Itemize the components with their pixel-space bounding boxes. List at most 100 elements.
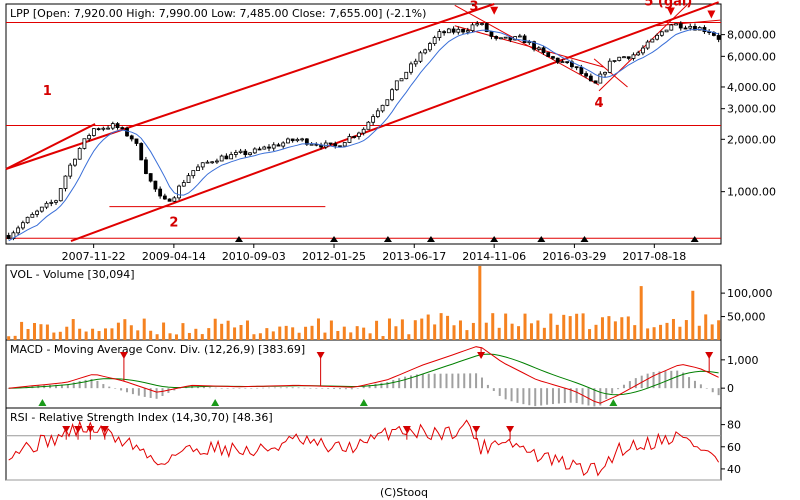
macd-buy-marker-icon (609, 399, 618, 406)
volume-bar (497, 327, 501, 340)
volume-bar (220, 323, 224, 340)
macd-title: MACD - Moving Average Conv. Div. (12,26,… (10, 343, 305, 356)
macd-histogram-bar (66, 384, 69, 389)
candle-body (475, 23, 480, 26)
macd-histogram-bar (202, 386, 205, 389)
candle-body (110, 123, 115, 129)
candle-body (238, 150, 243, 153)
candle-body (106, 127, 110, 130)
macd-histogram-bar (149, 388, 152, 398)
volume-bar (7, 336, 11, 340)
macd-histogram-bar (522, 388, 525, 405)
macd-histogram-bar (569, 388, 572, 403)
volume-bar (194, 328, 198, 340)
candle-body (49, 201, 54, 204)
volume-bar (478, 265, 482, 340)
macd-histogram-bar (143, 388, 146, 397)
candle-body (210, 161, 215, 164)
candle-body (186, 175, 191, 183)
candle-body (262, 146, 267, 150)
candle-body (11, 232, 16, 239)
rsi-sell-marker-icon (402, 426, 411, 433)
candle-body (30, 213, 35, 218)
volume-bar (575, 313, 579, 340)
candle-body (352, 136, 357, 138)
volume-bar (129, 325, 133, 340)
candle-body (546, 52, 551, 57)
volume-bar (697, 325, 701, 340)
macd-histogram-bar (498, 388, 501, 396)
candle-body (494, 36, 499, 39)
candle-body (300, 138, 305, 141)
macd-histogram-bar (108, 386, 111, 389)
candle-body (532, 41, 536, 50)
candle-body (404, 71, 409, 80)
price-x-tick-label: 2012-01-25 (302, 250, 366, 263)
rebound-cross-line (593, 58, 628, 88)
macd-histogram-bar (321, 388, 324, 389)
price-x-tick-label: 2014-11-06 (462, 250, 526, 263)
candle-body (437, 31, 442, 38)
volume-bar (226, 320, 230, 340)
macd-histogram-bar (599, 388, 602, 406)
channel-lower-line (70, 1, 719, 242)
macd-histogram-bar (658, 371, 661, 389)
macd-histogram-bar (197, 386, 200, 389)
price-x-tick-label: 2013-06-17 (382, 250, 446, 263)
macd-histogram-bar (463, 373, 466, 389)
volume-bar (536, 320, 540, 340)
macd-y-tick-label: 1,000 (727, 354, 759, 367)
candle-body (16, 227, 21, 234)
price-x-tick-label: 2009-04-14 (142, 250, 206, 263)
candle-body (73, 158, 77, 166)
candle-body (338, 145, 342, 148)
macd-histogram-bar (611, 388, 614, 394)
volume-bar (110, 328, 114, 340)
volume-bar (278, 326, 282, 340)
candle-body (286, 138, 290, 144)
candle-body (257, 148, 262, 151)
candle-body (371, 116, 376, 123)
candle-body (20, 222, 25, 229)
macd-histogram-bar (528, 388, 531, 406)
volume-bar (329, 320, 333, 340)
volume-bar (32, 322, 36, 340)
macd-histogram-bar (587, 388, 590, 406)
candle-body (44, 202, 49, 208)
macd-histogram-bar (670, 370, 673, 389)
volume-bar (710, 324, 714, 340)
volume-bar (200, 334, 204, 340)
sell-arrow-icon (707, 10, 716, 19)
price-candles (6, 21, 721, 241)
macd-histogram-bar (581, 388, 584, 405)
volume-bar (20, 321, 24, 340)
macd-histogram-bar (398, 378, 401, 389)
candle-body (650, 38, 655, 43)
volume-bar (394, 326, 398, 340)
volume-bar (316, 318, 320, 340)
candle-body (366, 121, 371, 130)
candle-body (295, 138, 300, 142)
volume-y-tick-label: 50,000 (727, 311, 766, 324)
candle-body (139, 143, 144, 161)
volume-bar (400, 319, 404, 340)
volume-bar (71, 319, 75, 340)
candle-body (636, 52, 641, 56)
candle-body (442, 31, 447, 34)
candle-body (527, 41, 532, 44)
volume-bar (704, 314, 708, 340)
macd-histogram-bar (693, 380, 696, 389)
candle-body (96, 128, 101, 131)
volume-bar (291, 327, 295, 340)
macd-histogram-bar (457, 373, 460, 389)
candle-body (144, 159, 148, 174)
rsi-y-tick-label: 40 (727, 463, 741, 476)
volume-bar (162, 322, 166, 340)
macd-histogram-bar (409, 375, 412, 389)
macd-histogram-bar (273, 387, 276, 389)
candle-body (162, 195, 167, 200)
candle-body (603, 71, 607, 75)
candle-body (342, 142, 347, 147)
volume-bar (426, 314, 430, 340)
macd-histogram-bar (338, 388, 341, 390)
